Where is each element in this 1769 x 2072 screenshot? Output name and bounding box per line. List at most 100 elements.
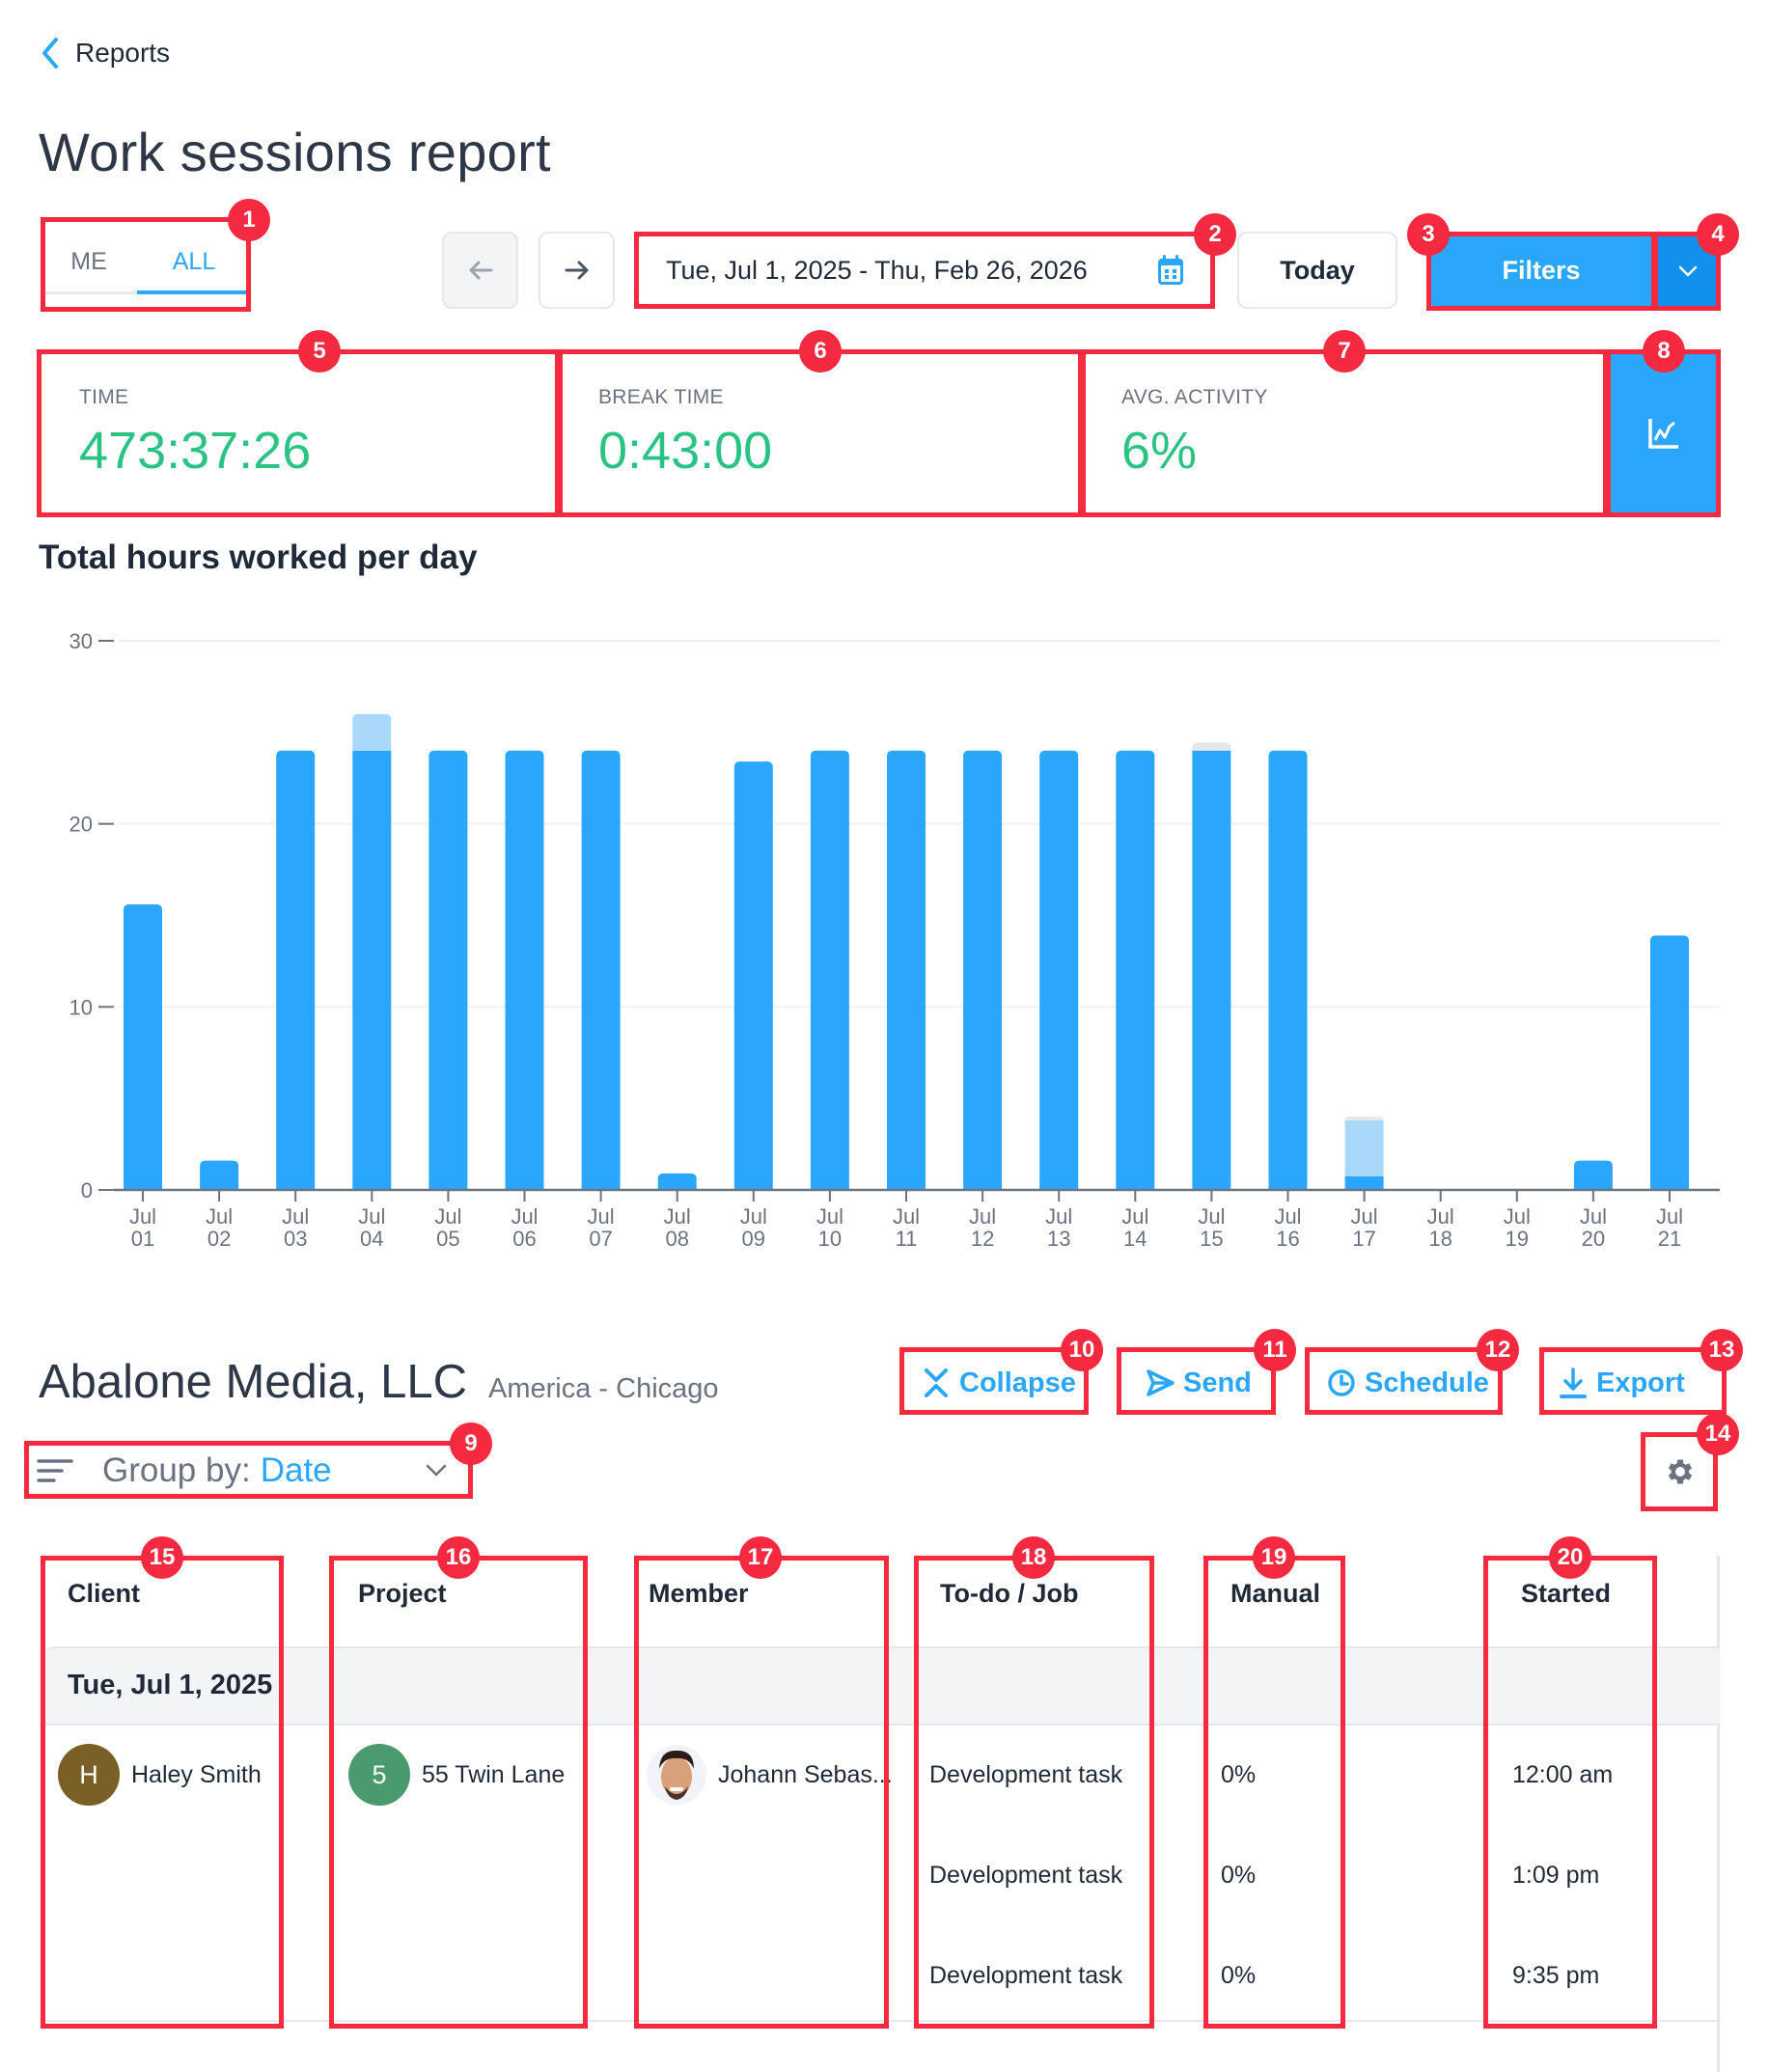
y-tick-label: 20 (69, 813, 93, 837)
next-period-button[interactable] (539, 232, 615, 309)
bar-primary (810, 750, 849, 1190)
bar-primary (733, 761, 773, 1190)
collapse-button[interactable]: Collapse (921, 1353, 1076, 1413)
bar-secondary (1344, 1119, 1384, 1176)
gear-icon (1668, 1459, 1693, 1484)
x-tick-label: Jul (206, 1204, 233, 1229)
bar-primary (1573, 1160, 1613, 1190)
stat-card-break-time: BREAK TIME 0:43:00 (560, 351, 1083, 515)
export-button[interactable]: Export (1558, 1353, 1685, 1413)
chart-title: Total hours worked per day (39, 539, 478, 576)
chevron-down-icon (1678, 265, 1698, 277)
bar-primary (276, 750, 316, 1190)
x-tick-label: Jul (1656, 1204, 1683, 1229)
download-icon (1560, 1368, 1587, 1398)
organization-header: Abalone Media, LLC America - Chicago (39, 1355, 719, 1409)
x-tick-label: 13 (1047, 1227, 1070, 1251)
tab-me[interactable]: ME (70, 248, 107, 275)
date-range-picker[interactable]: Tue, Jul 1, 2025 - Thu, Feb 26, 2026 (637, 234, 1212, 307)
x-tick-label: 03 (284, 1227, 307, 1251)
send-button[interactable]: Send (1145, 1353, 1252, 1413)
group-row-date: Tue, Jul 1, 2025 (44, 1646, 1720, 1726)
organization-name: Abalone Media, LLC (39, 1356, 468, 1408)
x-tick-label: 18 (1428, 1227, 1451, 1251)
stat-value: 0:43:00 (598, 422, 773, 480)
page-title: Work sessions report (39, 122, 551, 182)
y-tick-label: 10 (69, 995, 93, 1019)
column-header-project[interactable]: Project (358, 1579, 447, 1608)
client-name: Haley Smith (131, 1760, 262, 1788)
previous-period-button[interactable] (442, 232, 518, 309)
column-header-started[interactable]: Started (1521, 1579, 1612, 1608)
back-to-reports-link[interactable]: Reports (41, 37, 170, 69)
client-avatar: H (58, 1744, 120, 1806)
schedule-button[interactable]: Schedule (1326, 1353, 1489, 1413)
annotation-badge: 11 (1254, 1329, 1296, 1371)
line-chart-icon (1648, 419, 1678, 449)
x-tick-label: 01 (131, 1227, 154, 1251)
column-header-member[interactable]: Member (649, 1579, 749, 1608)
x-tick-label: Jul (816, 1204, 843, 1229)
table-settings-button[interactable] (1645, 1436, 1716, 1507)
sort-lines-icon (37, 1459, 73, 1482)
column-header-client[interactable]: Client (68, 1579, 141, 1608)
column-header-manual[interactable]: Manual (1230, 1579, 1321, 1608)
x-tick-label: Jul (1121, 1204, 1148, 1229)
x-tick-label: Jul (588, 1204, 615, 1229)
member-name: Johann Sebas... (718, 1760, 893, 1788)
y-tick-label: 30 (69, 629, 93, 653)
x-tick-label: Jul (434, 1204, 461, 1229)
manual-cell: 0% (1221, 1761, 1257, 1788)
x-tick-label: 06 (512, 1227, 536, 1251)
stat-value: 6% (1121, 422, 1198, 480)
x-tick-label: Jul (1580, 1204, 1607, 1229)
calendar-icon (1158, 255, 1183, 285)
project-cell: 5 55 Twin Lane (348, 1744, 565, 1806)
member-cell: Johann Sebas... (647, 1744, 893, 1806)
filters-button[interactable]: Filters (1428, 235, 1654, 307)
group-by-label: Group by: (102, 1451, 251, 1489)
export-label: Export (1596, 1367, 1685, 1398)
arrow-left-icon (469, 261, 492, 280)
group-by-dropdown[interactable]: Group by: Date (31, 1446, 467, 1496)
started-cell: 1:09 pm (1512, 1862, 1600, 1889)
bar-primary (352, 750, 392, 1190)
x-tick-label: Jul (969, 1204, 996, 1229)
x-tick-label: 04 (360, 1227, 383, 1251)
today-button[interactable]: Today (1237, 232, 1397, 309)
bar-primary (505, 750, 544, 1190)
group-date-label: Tue, Jul 1, 2025 (68, 1670, 273, 1700)
column-header-todo[interactable]: To-do / Job (940, 1579, 1079, 1608)
bar-primary (1039, 750, 1079, 1190)
chevron-down-icon (426, 1464, 447, 1477)
filters-dropdown-button[interactable] (1656, 235, 1720, 307)
x-tick-label: Jul (129, 1204, 156, 1229)
bar-primary (581, 750, 621, 1190)
x-tick-label: Jul (1351, 1204, 1378, 1229)
bar-primary (887, 750, 926, 1190)
x-tick-label: Jul (740, 1204, 767, 1229)
stat-card-avg-activity: AVG. ACTIVITY 6% (1083, 351, 1608, 515)
bar-tertiary (1344, 1117, 1384, 1120)
organization-timezone: America - Chicago (488, 1373, 719, 1404)
x-tick-label: Jul (1504, 1204, 1531, 1229)
stat-label: AVG. ACTIVITY (1121, 386, 1268, 408)
back-label: Reports (75, 38, 171, 68)
x-tick-label: Jul (1198, 1204, 1225, 1229)
stat-value: 473:37:26 (79, 422, 312, 480)
annotation-badge: 13 (1700, 1329, 1743, 1371)
manual-cell: 0% (1221, 1862, 1257, 1889)
bar-primary (1344, 1175, 1384, 1190)
chart-toggle-button[interactable] (1608, 351, 1720, 515)
stat-label: TIME (79, 386, 129, 408)
hours-bar-chart: 0102030Jul01Jul02Jul03Jul04Jul05Jul06Jul… (69, 629, 1720, 1251)
x-tick-label: 15 (1200, 1227, 1223, 1251)
x-tick-label: Jul (358, 1204, 385, 1229)
x-tick-label: 08 (665, 1227, 688, 1251)
tab-all[interactable]: ALL (137, 217, 251, 294)
y-tick-label: 0 (81, 1178, 93, 1202)
bar-primary (963, 750, 1003, 1190)
x-tick-label: Jul (893, 1204, 920, 1229)
arrow-right-icon (565, 261, 588, 280)
todo-cell: Development task (929, 1962, 1123, 1989)
